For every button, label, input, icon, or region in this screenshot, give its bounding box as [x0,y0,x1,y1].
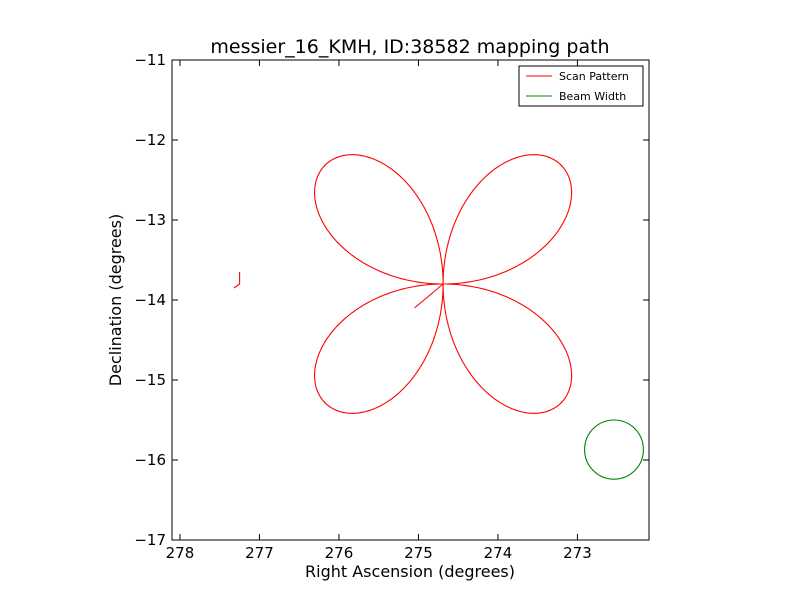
x-tick-label: 274 [484,544,513,562]
y-tick-label: −16 [134,451,166,469]
y-tick-label: −17 [134,531,166,549]
legend-label-beam-width: Beam Width [559,90,626,103]
y-tick-label: −12 [134,131,166,149]
x-tick-label: 273 [563,544,592,562]
y-tick-label: −13 [134,211,166,229]
scan-pattern-line [314,154,573,414]
x-tick-label: 277 [245,544,274,562]
scan-pattern-entry [414,283,444,309]
y-axis-label: Declination (degrees) [106,214,125,386]
y-axis: −17 −16 −15 −14 −13 −12 −11 [134,51,649,549]
legend-label-scan-pattern: Scan Pattern [559,70,629,83]
legend: Scan Pattern Beam Width [518,65,644,107]
x-axis-label: Right Ascension (degrees) [305,562,515,581]
x-tick-label: 276 [325,544,354,562]
y-tick-label: −15 [134,371,166,389]
x-tick-label: 275 [404,544,433,562]
x-tick-label: 278 [166,544,195,562]
scan-pattern-tail [233,272,241,289]
y-tick-label: −11 [134,51,166,69]
beam-width-circle [584,419,644,480]
x-axis: 278 277 276 275 274 273 [166,60,592,562]
legend-frame [518,65,644,107]
plot-area: 278 277 276 275 274 273 −17 −16 −15 −14 −13 −12 −11 [134,51,650,562]
chart-title: messier_16_KMH, ID:38582 mapping path [210,36,609,58]
y-tick-label: −14 [134,291,166,309]
